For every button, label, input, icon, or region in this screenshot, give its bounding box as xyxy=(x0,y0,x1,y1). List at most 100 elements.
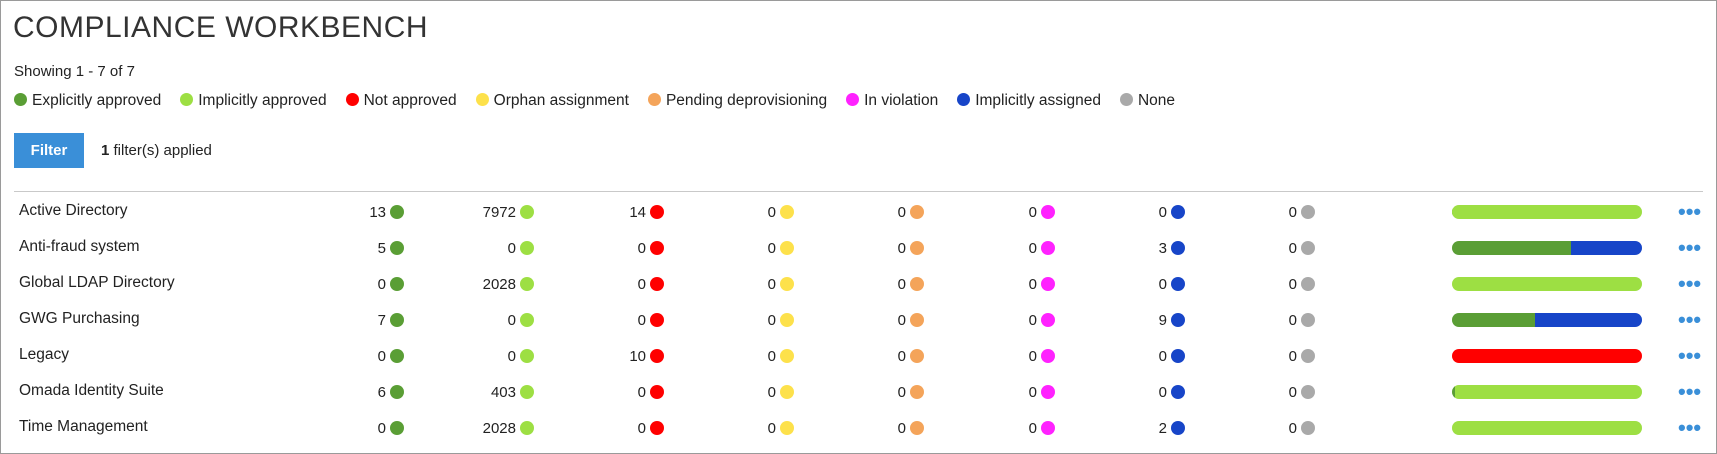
count-cell-violation[interactable]: 0 xyxy=(1029,266,1055,302)
count-cell-notapproved[interactable]: 0 xyxy=(638,302,664,338)
count-value: 0 xyxy=(897,311,906,329)
more-options-icon[interactable]: ••• xyxy=(1678,415,1702,440)
bar-segment-implicit xyxy=(1452,421,1642,435)
count-cell-violation[interactable]: 0 xyxy=(1029,230,1055,266)
count-cell-orphan[interactable]: 0 xyxy=(768,266,794,302)
legend-dot-implicit-icon xyxy=(180,92,194,106)
count-cell-explicit[interactable]: 0 xyxy=(378,338,404,374)
filter-button[interactable]: Filter xyxy=(14,133,84,168)
count-cell-violation[interactable]: 0 xyxy=(1029,410,1055,446)
count-cell-orphan[interactable]: 0 xyxy=(768,410,794,446)
table-row[interactable]: Anti-fraud system 5 0 0 0 0 0 3 0 ••• xyxy=(14,230,1703,266)
count-cell-pending[interactable]: 0 xyxy=(898,410,924,446)
count-cell-explicit[interactable]: 0 xyxy=(378,266,404,302)
count-cell-violation[interactable]: 0 xyxy=(1029,302,1055,338)
count-cell-notapproved[interactable]: 10 xyxy=(629,338,664,374)
system-name: Omada Identity Suite xyxy=(19,382,164,399)
status-dot-violation-icon xyxy=(1041,421,1055,435)
table-row[interactable]: Active Directory 13 7972 14 0 0 0 0 0 ••• xyxy=(14,194,1703,230)
count-cell-notapproved[interactable]: 0 xyxy=(638,374,664,410)
more-options-icon[interactable]: ••• xyxy=(1678,199,1702,224)
status-dot-implicitassigned-icon xyxy=(1171,241,1185,255)
count-cell-pending[interactable]: 0 xyxy=(898,338,924,374)
count-cell-pending[interactable]: 0 xyxy=(898,194,924,230)
table-row[interactable]: Global LDAP Directory 0 2028 0 0 0 0 0 0 ••• xyxy=(14,266,1703,302)
status-dot-notapproved-icon xyxy=(650,385,664,399)
status-dot-implicit-icon xyxy=(520,241,534,255)
count-cell-orphan[interactable]: 0 xyxy=(768,338,794,374)
count-cell-explicit[interactable]: 5 xyxy=(378,230,404,266)
table-row[interactable]: Omada Identity Suite 6 403 0 0 0 0 0 0 ••• xyxy=(14,374,1703,410)
status-dot-explicit-icon xyxy=(390,241,404,255)
count-cell-none[interactable]: 0 xyxy=(1289,266,1315,302)
count-cell-implicitassigned[interactable]: 0 xyxy=(1159,266,1185,302)
distribution-bar xyxy=(1452,241,1642,255)
count-cell-implicit[interactable]: 403 xyxy=(491,374,534,410)
more-options-icon[interactable]: ••• xyxy=(1678,343,1702,368)
count-cell-none[interactable]: 0 xyxy=(1289,302,1315,338)
count-cell-orphan[interactable]: 0 xyxy=(768,230,794,266)
status-dot-orphan-icon xyxy=(780,205,794,219)
count-cell-implicit[interactable]: 2028 xyxy=(483,266,534,302)
count-cell-explicit[interactable]: 0 xyxy=(378,410,404,446)
more-options-icon[interactable]: ••• xyxy=(1678,235,1702,260)
status-dot-violation-icon xyxy=(1041,349,1055,363)
legend-label: Not approved xyxy=(363,92,457,109)
count-cell-pending[interactable]: 0 xyxy=(898,374,924,410)
count-cell-implicit[interactable]: 0 xyxy=(508,302,534,338)
count-cell-notapproved[interactable]: 14 xyxy=(629,194,664,230)
more-options-icon[interactable]: ••• xyxy=(1678,271,1702,296)
count-cell-pending[interactable]: 0 xyxy=(898,302,924,338)
count-cell-implicitassigned[interactable]: 0 xyxy=(1159,374,1185,410)
status-dot-none-icon xyxy=(1301,205,1315,219)
count-cell-orphan[interactable]: 0 xyxy=(768,374,794,410)
status-dot-implicit-icon xyxy=(520,313,534,327)
count-cell-implicitassigned[interactable]: 9 xyxy=(1159,302,1185,338)
count-value: 7 xyxy=(377,311,386,329)
count-cell-implicitassigned[interactable]: 0 xyxy=(1159,194,1185,230)
status-dot-implicit-icon xyxy=(520,205,534,219)
status-dot-pending-icon xyxy=(910,313,924,327)
count-cell-none[interactable]: 0 xyxy=(1289,410,1315,446)
table-row[interactable]: Time Management 0 2028 0 0 0 0 2 0 ••• xyxy=(14,410,1703,446)
more-options-icon[interactable]: ••• xyxy=(1678,379,1702,404)
count-cell-explicit[interactable]: 6 xyxy=(378,374,404,410)
count-value: 403 xyxy=(490,383,516,401)
count-cell-orphan[interactable]: 0 xyxy=(768,302,794,338)
status-dot-orphan-icon xyxy=(780,421,794,435)
count-cell-explicit[interactable]: 7 xyxy=(378,302,404,338)
count-cell-violation[interactable]: 0 xyxy=(1029,194,1055,230)
count-cell-notapproved[interactable]: 0 xyxy=(638,410,664,446)
count-cell-none[interactable]: 0 xyxy=(1289,374,1315,410)
legend-label: None xyxy=(1137,92,1176,109)
legend-dot-pending-icon xyxy=(647,92,661,106)
system-name: GWG Purchasing xyxy=(19,310,140,327)
count-cell-implicit[interactable]: 0 xyxy=(508,338,534,374)
page-title: COMPLIANCE WORKBENCH xyxy=(13,11,429,44)
count-cell-notapproved[interactable]: 0 xyxy=(638,266,664,302)
count-cell-none[interactable]: 0 xyxy=(1289,338,1315,374)
count-cell-orphan[interactable]: 0 xyxy=(768,194,794,230)
count-value: 0 xyxy=(377,347,386,365)
legend-label: Orphan assignment xyxy=(493,92,629,109)
more-options-icon[interactable]: ••• xyxy=(1678,307,1702,332)
count-cell-pending[interactable]: 0 xyxy=(898,230,924,266)
count-cell-implicit[interactable]: 0 xyxy=(508,230,534,266)
count-cell-violation[interactable]: 0 xyxy=(1029,374,1055,410)
count-cell-implicitassigned[interactable]: 0 xyxy=(1159,338,1185,374)
count-cell-none[interactable]: 0 xyxy=(1289,230,1315,266)
status-dot-none-icon xyxy=(1301,385,1315,399)
count-value: 2028 xyxy=(482,419,516,437)
count-cell-notapproved[interactable]: 0 xyxy=(638,230,664,266)
count-cell-implicitassigned[interactable]: 3 xyxy=(1159,230,1185,266)
count-cell-pending[interactable]: 0 xyxy=(898,266,924,302)
count-cell-implicitassigned[interactable]: 2 xyxy=(1159,410,1185,446)
count-cell-implicit[interactable]: 7972 xyxy=(483,194,534,230)
count-cell-implicit[interactable]: 2028 xyxy=(483,410,534,446)
count-cell-none[interactable]: 0 xyxy=(1289,194,1315,230)
count-cell-violation[interactable]: 0 xyxy=(1029,338,1055,374)
count-cell-explicit[interactable]: 13 xyxy=(369,194,404,230)
system-name: Legacy xyxy=(19,346,69,363)
table-row[interactable]: Legacy 0 0 10 0 0 0 0 0 ••• xyxy=(14,338,1703,374)
table-row[interactable]: GWG Purchasing 7 0 0 0 0 0 9 0 ••• xyxy=(14,302,1703,338)
